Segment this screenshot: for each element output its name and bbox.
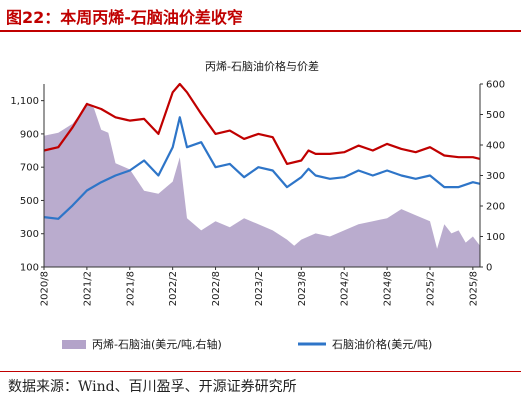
y-right-tick-label: 500	[486, 110, 505, 121]
y-left-tick-label: 100	[20, 263, 39, 274]
y-left-tick-label: 700	[20, 163, 39, 174]
x-tick-label: 2023/8	[297, 271, 308, 306]
x-tick-label: 2025/2	[425, 271, 436, 306]
x-tick-label: 2022/2	[168, 271, 179, 306]
y-right-tick-label: 400	[486, 141, 505, 152]
x-tick-label: 2025/8	[468, 271, 479, 306]
x-tick-label: 2020/8	[40, 271, 51, 306]
legend: 丙烯-石脑油(美元/吨,右轴) 石脑油价格(美元/吨)	[62, 337, 432, 351]
spread-chart: 丙烯-石脑油价格与价差 100 300 500 700 900 1,100 0 100 200 3…	[10, 59, 505, 351]
source-note: 数据来源：Wind、百川盈孚、开源证券研究所	[8, 379, 297, 395]
axes: 100 300 500 700 900 1,100 0 100 200 300 400 500 600 2…	[10, 80, 505, 307]
x-tick-label: 2024/8	[383, 271, 394, 306]
y-left-tick-label: 900	[20, 129, 39, 140]
y-right-tick-label: 600	[486, 80, 505, 91]
source-rule	[0, 371, 521, 372]
legend-label-naphtha: 石脑油价格(美元/吨)	[332, 337, 432, 351]
x-tick-label: 2021/2	[82, 271, 93, 306]
y-right-tick-label: 300	[486, 171, 505, 182]
chart-title: 丙烯-石脑油价格与价差	[205, 59, 319, 73]
plot-area	[43, 82, 481, 267]
y-right-tick-label: 200	[486, 202, 505, 213]
series-spread-area	[44, 102, 480, 267]
legend-swatch-spread	[62, 340, 86, 349]
x-tick-label: 2024/2	[340, 271, 351, 306]
legend-label-spread: 丙烯-石脑油(美元/吨,右轴)	[92, 337, 222, 351]
series-naphtha-line	[43, 116, 481, 220]
series-propylene-line	[43, 82, 481, 165]
x-tick-label: 2022/8	[211, 271, 222, 306]
y-right-tick-label: 0	[486, 263, 492, 274]
y-right-tick-label: 100	[486, 232, 505, 243]
figure-title: 图22：本周丙烯-石脑油价差收窄	[6, 8, 243, 27]
y-left-tick-label: 500	[20, 196, 39, 207]
x-tick-label: 2023/2	[254, 271, 265, 306]
y-left-tick-label: 1,100	[10, 96, 39, 107]
x-tick-label: 2021/8	[125, 271, 136, 306]
title-rule	[0, 30, 521, 32]
y-left-tick-label: 300	[20, 229, 39, 240]
